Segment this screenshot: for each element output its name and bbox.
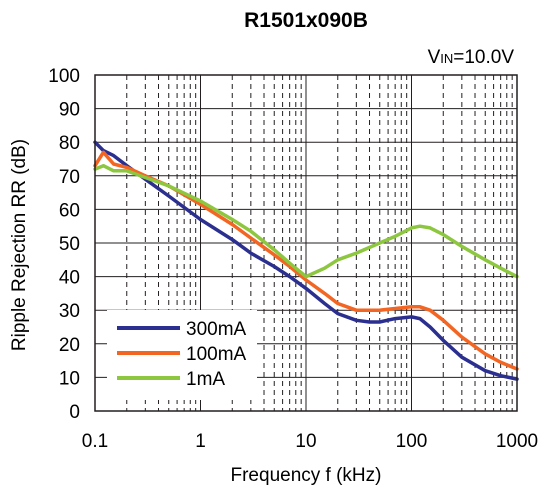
y-tick-label: 70 — [59, 167, 80, 188]
x-tick-labels: 0.1 1 10 100 1000 — [82, 431, 538, 452]
y-tick-label: 20 — [59, 335, 80, 356]
y-tick-label: 100 — [48, 66, 80, 87]
legend-label-100mA: 100mA — [186, 344, 247, 365]
y-tick-label: 50 — [59, 234, 80, 255]
series-line-300mA — [93, 140, 519, 381]
x-tick-label: 10 — [295, 431, 316, 452]
chart-title: R1501x090B — [244, 9, 368, 32]
annotation-rest: =10.0V — [453, 47, 514, 68]
y-tick-label: 0 — [69, 402, 80, 423]
series-line-1mA — [93, 163, 519, 279]
y-tick-labels: 0 10 20 30 40 50 60 70 80 90 100 — [48, 66, 80, 423]
x-axis-label: Frequency f (kHz) — [231, 465, 382, 486]
annotation-subscript: IN — [440, 51, 453, 66]
y-axis-label: Ripple Rejection RR (dB) — [9, 139, 30, 351]
y-tick-label: 30 — [59, 301, 80, 322]
legend-label-1mA: 1mA — [186, 369, 225, 390]
x-tick-label: 1 — [195, 431, 206, 452]
y-tick-label: 80 — [59, 133, 80, 154]
x-tick-label: 0.1 — [82, 431, 108, 452]
legend: 300mA 100mA 1mA — [107, 310, 257, 400]
condition-annotation: VIN=10.0V — [428, 47, 515, 68]
y-tick-label: 60 — [59, 200, 80, 221]
legend-label-300mA: 300mA — [186, 319, 247, 340]
y-tick-label: 40 — [59, 268, 80, 289]
annotation-main: V — [428, 47, 441, 68]
series-lines — [93, 140, 519, 381]
y-tick-label: 10 — [59, 368, 80, 389]
plot-frame — [94, 74, 518, 412]
y-tick-label: 90 — [59, 100, 80, 121]
x-tick-label: 100 — [396, 431, 428, 452]
x-tick-label: 1000 — [496, 431, 538, 452]
